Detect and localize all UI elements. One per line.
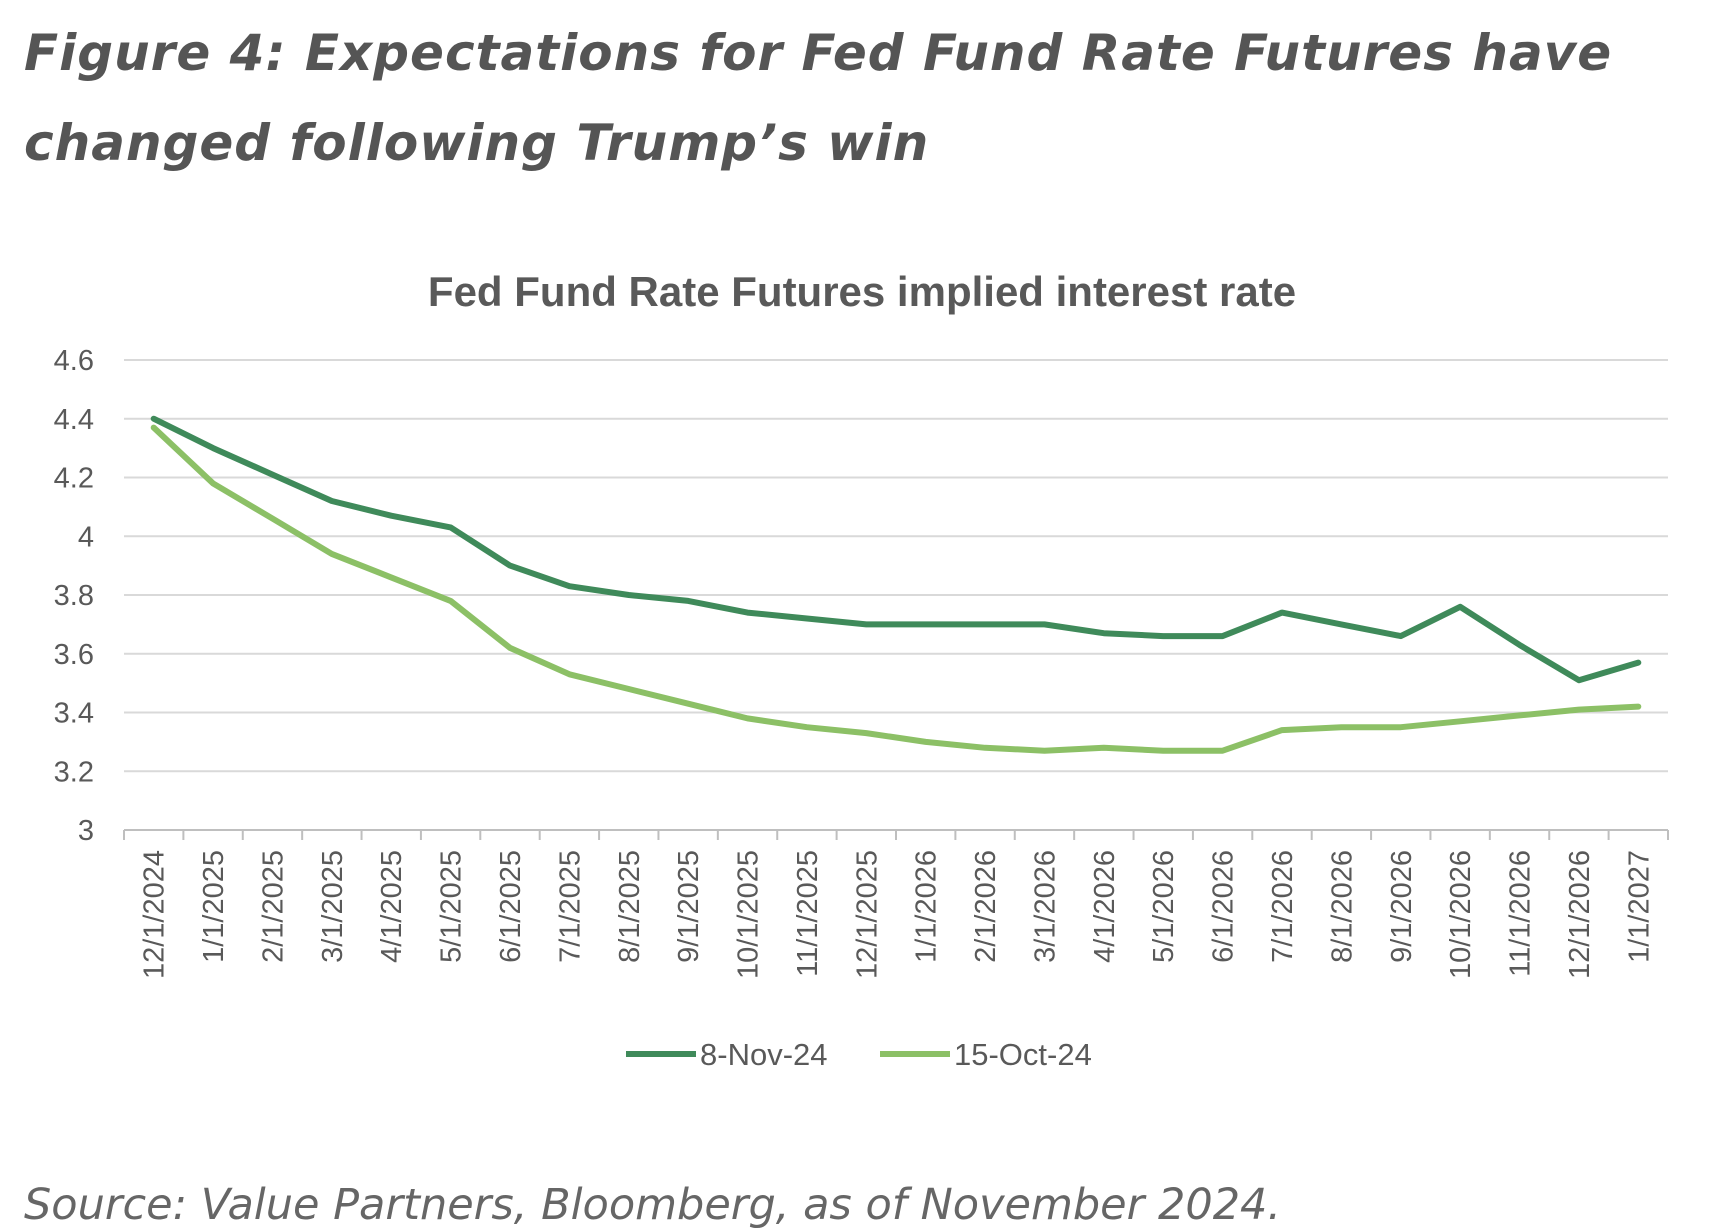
legend: 8-Nov-24 15-Oct-24: [626, 1037, 1092, 1072]
x-tick-label: 1/1/2025: [198, 850, 230, 963]
y-tick-label: 3: [78, 815, 94, 847]
x-tick-label: 1/1/2026: [911, 850, 943, 963]
x-tick-label: 1/1/2027: [1623, 850, 1655, 963]
x-tick-label: 12/1/2025: [851, 850, 883, 979]
y-tick-label: 3.8: [54, 580, 94, 612]
x-axis-tick-labels: 12/1/2024 1/1/2025 2/1/2025 3/1/2025 4/1/202…: [139, 850, 1656, 979]
y-tick-label: 4: [78, 521, 94, 553]
x-tick-label: 11/1/2026: [1505, 850, 1537, 977]
figure-title: Figure 4: Expectations for Fed Fund Rate…: [24, 24, 1613, 172]
y-tick-label: 4.4: [54, 404, 94, 436]
series-line-2: [150, 424, 1642, 754]
x-tick-label: 5/1/2025: [436, 850, 468, 963]
x-tick-label: 3/1/2026: [1029, 850, 1061, 963]
x-tick-label: 4/1/2026: [1089, 850, 1121, 963]
x-tick-label: 6/1/2025: [495, 850, 527, 963]
legend-label: 8-Nov-24: [700, 1037, 828, 1072]
x-tick-label: 8/1/2026: [1326, 850, 1358, 963]
x-tick-label: 7/1/2025: [554, 850, 586, 963]
x-tick-label: 11/1/2025: [792, 850, 824, 977]
y-axis-tick-labels: 3 3.2 3.4 3.6 3.8 4 4.2 4.4 4.6: [54, 345, 94, 847]
chart-title: Fed Fund Rate Futures implied interest r…: [428, 268, 1296, 315]
x-tick-label: 12/1/2024: [139, 850, 171, 979]
y-tick-label: 4.6: [54, 345, 94, 377]
y-tick-label: 4.2: [54, 463, 94, 495]
y-tick-label: 3.2: [54, 756, 94, 788]
legend-label: 15-Oct-24: [954, 1037, 1092, 1072]
x-tick-label: 3/1/2025: [317, 850, 349, 963]
x-tick-label: 12/1/2026: [1564, 850, 1596, 979]
x-tick-label: 4/1/2025: [376, 850, 408, 963]
gridlines: [124, 359, 1668, 773]
series-line-1: [150, 415, 1642, 684]
y-tick-label: 3.6: [54, 639, 94, 671]
x-tick-label: 8/1/2025: [614, 850, 646, 963]
x-tick-label: 7/1/2026: [1267, 850, 1299, 963]
x-tick-label: 9/1/2025: [673, 850, 705, 963]
series-lines: [150, 415, 1642, 754]
x-tick-label: 10/1/2025: [733, 850, 765, 979]
y-tick-label: 3.4: [54, 698, 94, 730]
x-tick-label: 9/1/2026: [1386, 850, 1418, 963]
x-tick-label: 6/1/2026: [1208, 850, 1240, 963]
x-tick-label: 2/1/2025: [257, 850, 289, 963]
x-tick-label: 10/1/2026: [1445, 850, 1477, 979]
x-tick-label: 5/1/2026: [1148, 850, 1180, 963]
x-axis: [123, 829, 1669, 840]
source-note: Source: Value Partners, Bloomberg, as of…: [24, 1180, 1282, 1230]
x-tick-label: 2/1/2026: [970, 850, 1002, 963]
